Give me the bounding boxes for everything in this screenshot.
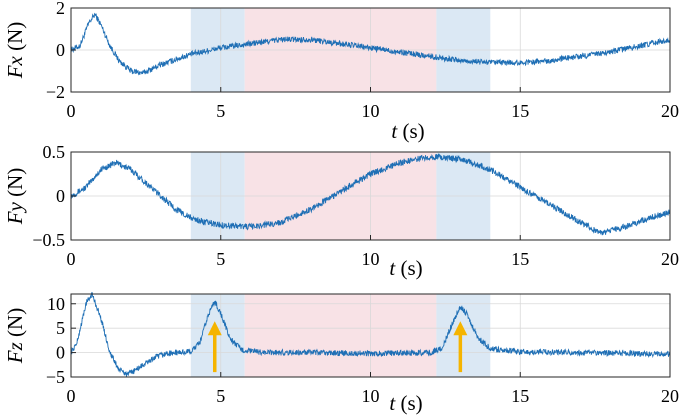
x-tick-label: 5 xyxy=(216,101,225,121)
x-axis-label: t (s) xyxy=(391,119,424,143)
y-tick-label: 5 xyxy=(56,318,65,338)
y-axis-label: Fx (N) xyxy=(3,22,27,80)
x-tick-label: 20 xyxy=(661,249,679,269)
y-tick-label: −5 xyxy=(46,367,65,387)
y-tick-label: −2 xyxy=(46,82,65,102)
x-tick-label: 10 xyxy=(362,386,380,406)
y-tick-label: 0 xyxy=(56,343,65,363)
y-tick-label: 0 xyxy=(56,186,65,206)
shaded-region-1 xyxy=(244,294,437,377)
x-tick-label: 0 xyxy=(67,101,76,121)
arrow-annotation xyxy=(207,321,222,373)
arrow-annotation xyxy=(453,321,468,373)
shaded-region-0 xyxy=(190,294,245,377)
y-tick-label: −0.5 xyxy=(32,230,65,250)
x-axis-label: t (s) xyxy=(389,256,422,280)
series-line-fy xyxy=(70,153,671,236)
x-tick-label: 5 xyxy=(216,249,225,269)
x-tick-label: 20 xyxy=(661,101,679,121)
series-line-fx xyxy=(70,12,671,76)
x-tick-label: 15 xyxy=(511,386,529,406)
shaded-region-2 xyxy=(436,294,491,377)
x-tick-label: 20 xyxy=(661,386,679,406)
y-tick-label: 0 xyxy=(56,40,65,60)
x-axis-label: t (s) xyxy=(389,391,422,415)
y-tick-label: 2 xyxy=(56,0,65,18)
arrow-head xyxy=(207,321,222,336)
x-tick-label: 15 xyxy=(511,249,529,269)
y-tick-label: 0.5 xyxy=(43,142,66,162)
arrow-head xyxy=(453,321,468,336)
x-tick-label: 0 xyxy=(67,386,76,406)
x-tick-label: 0 xyxy=(67,249,76,269)
y-tick-label: 10 xyxy=(47,294,65,314)
y-axis-label: Fz (N) xyxy=(3,308,27,364)
y-axis-label: Fy (N) xyxy=(3,168,27,226)
x-tick-label: 5 xyxy=(216,386,225,406)
x-tick-label: 10 xyxy=(362,249,380,269)
series-line-fz xyxy=(70,291,671,377)
x-tick-label: 15 xyxy=(511,101,529,121)
x-tick-label: 10 xyxy=(362,101,380,121)
